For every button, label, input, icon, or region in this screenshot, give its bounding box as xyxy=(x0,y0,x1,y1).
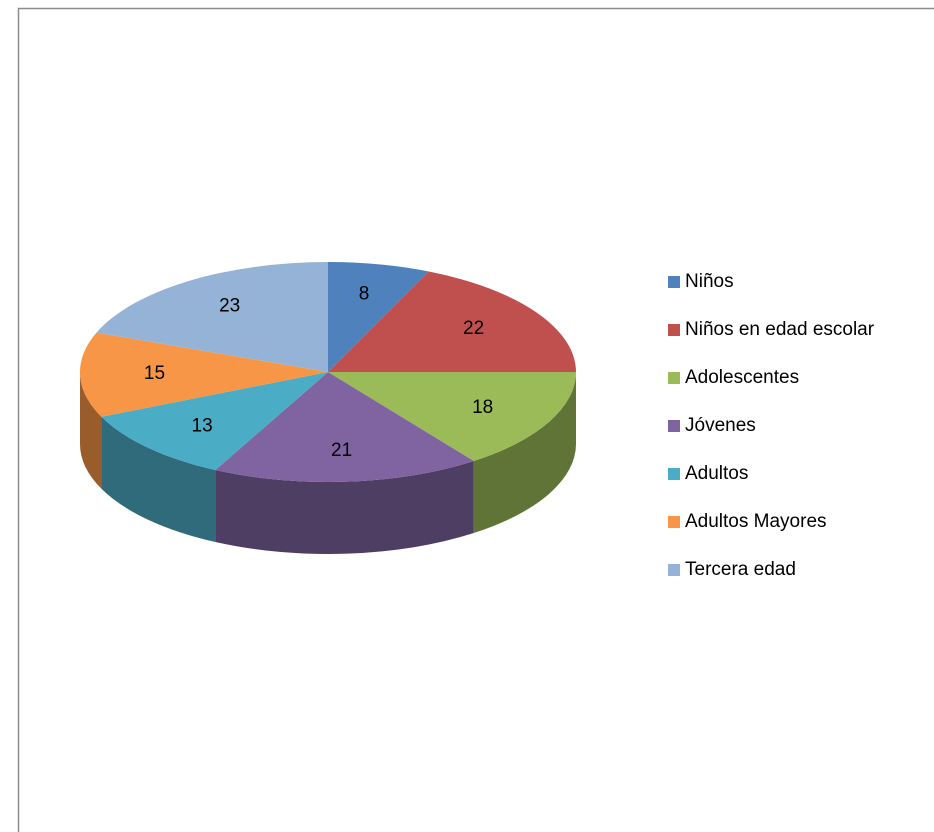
data-label: 8 xyxy=(359,284,370,305)
data-label: 22 xyxy=(463,318,484,339)
legend-swatch xyxy=(668,372,680,384)
pie-slice-side xyxy=(473,372,576,533)
data-label: 18 xyxy=(472,397,493,418)
legend-swatch xyxy=(668,564,680,576)
pie-slice xyxy=(80,332,328,417)
legend-label: Niños en edad escolar xyxy=(685,319,875,340)
pie-slice-side xyxy=(215,460,474,554)
legend-label: Adultos Mayores xyxy=(685,511,827,532)
legend-label: Niños xyxy=(685,271,734,292)
legend-swatch xyxy=(668,420,680,432)
data-label: 21 xyxy=(331,440,352,461)
pie-slice xyxy=(328,262,429,372)
legend-swatch xyxy=(668,468,680,480)
pie-slice xyxy=(328,271,576,372)
legend-swatch xyxy=(668,324,680,336)
pie-slice xyxy=(328,372,576,461)
legend-label: Jóvenes xyxy=(685,415,756,436)
legend-swatch xyxy=(668,516,680,528)
pie-slice xyxy=(101,372,328,471)
data-label: 13 xyxy=(192,416,213,437)
legend-swatch xyxy=(668,276,680,288)
legend-label: Tercera edad xyxy=(685,559,796,580)
legend-label: Adultos xyxy=(685,463,748,484)
data-label: 15 xyxy=(144,363,165,384)
pie-slice xyxy=(215,372,474,482)
pie-slice-side xyxy=(80,372,102,489)
pie-slice-side xyxy=(101,416,216,543)
data-label: 23 xyxy=(219,296,240,317)
legend-label: Adolescentes xyxy=(685,367,799,388)
pie-slice xyxy=(96,262,329,372)
